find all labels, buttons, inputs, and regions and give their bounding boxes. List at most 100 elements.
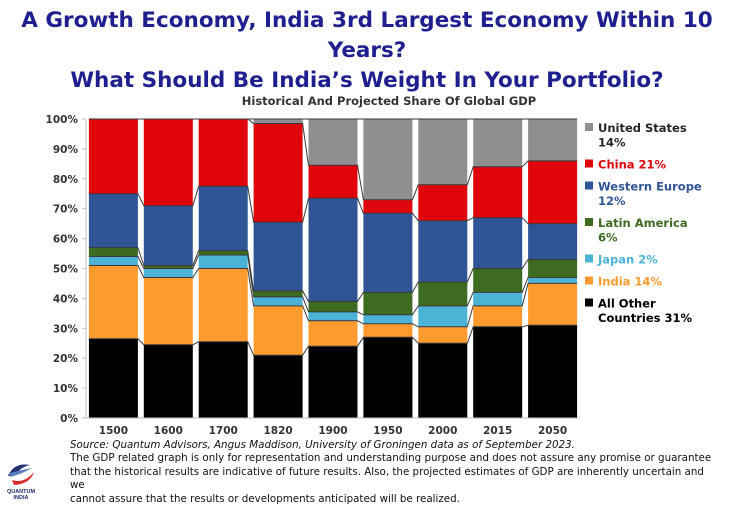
x-tick-label: 2000: [428, 425, 457, 437]
bar-segment-india-1500: [88, 265, 138, 339]
legend-label-weurope: Western Europe: [598, 180, 702, 194]
bar-segment-china-2050: [528, 160, 578, 224]
bar-segment-china-1600: [143, 119, 193, 206]
bar-segment-latam-1820: [253, 290, 303, 297]
quantum-logo: QUANTUM INDIA: [4, 458, 38, 506]
stack-connector-4: [88, 247, 578, 302]
stack-connector-3: [88, 254, 578, 316]
legend-label-china: China 21%: [598, 158, 667, 172]
legend-label-japan: Japan 2%: [597, 253, 658, 267]
y-tick-label: 60%: [53, 234, 79, 246]
bar-segment-weurope-1820: [253, 222, 303, 291]
y-tick-label: 0%: [60, 413, 78, 425]
bar-segment-other-1950: [363, 337, 413, 418]
bar-segment-weurope-2000: [418, 220, 468, 282]
bar-segment-china-1950: [363, 199, 413, 214]
disclaimer-line-3: cannot assure that the results or develo…: [70, 492, 460, 505]
bar-segment-weurope-2050: [528, 223, 578, 260]
bar-segment-other-1700: [198, 341, 248, 418]
bar-segment-japan-1900: [308, 311, 358, 321]
bar-segment-us-1950: [363, 119, 413, 200]
x-tick-label: 1950: [373, 425, 402, 437]
gdp-share-chart: Historical And Projected Share Of Global…: [46, 94, 702, 437]
chart-notes: Source: Quantum Advisors, Angus Maddison…: [70, 439, 720, 506]
bar-segment-us-2050: [528, 119, 578, 161]
legend-label-us: United States: [598, 121, 687, 135]
y-tick-label: 20%: [53, 353, 79, 365]
legend-label-us: 14%: [598, 136, 626, 150]
bar-segment-weurope-1600: [143, 205, 193, 266]
bar-segment-china-1820: [253, 123, 303, 223]
bar-segment-china-1700: [198, 119, 248, 187]
y-tick-label: 90%: [53, 144, 79, 156]
bar-segment-china-2015: [473, 166, 523, 218]
bar-segment-latam-1950: [363, 292, 413, 315]
y-tick-label: 10%: [53, 383, 79, 395]
bar-segment-japan-2000: [418, 305, 468, 327]
bar-segment-weurope-1900: [308, 198, 358, 302]
bar-segment-india-1600: [143, 277, 193, 345]
bar-segment-latam-2015: [473, 268, 523, 293]
bar-segment-other-2050: [528, 325, 578, 418]
bar-segment-latam-2000: [418, 282, 468, 306]
chart-title: Historical And Projected Share Of Global…: [242, 94, 536, 108]
bar-segment-japan-1700: [198, 255, 248, 269]
bar-segment-india-2000: [418, 326, 468, 344]
y-tick-label: 50%: [53, 264, 79, 276]
x-tick-label: 1700: [209, 425, 238, 437]
headline-line-1: A Growth Economy, India 3rd Largest Econ…: [21, 8, 713, 63]
bar-segment-latam-1700: [198, 250, 248, 256]
bar-segment-japan-1600: [143, 268, 193, 278]
legend-swatch-japan: [585, 254, 593, 263]
legend-swatch-latam: [585, 218, 593, 226]
legend-label-latam: 6%: [598, 231, 618, 245]
bar-segment-us-2015: [473, 119, 523, 167]
legend-swatch-other: [585, 298, 593, 307]
legend-swatch-india: [585, 276, 593, 285]
legend-label-other: Countries 31%: [598, 311, 692, 325]
bar-segment-other-1900: [308, 346, 358, 418]
x-tick-label: 1600: [154, 425, 183, 437]
bar-segment-latam-1500: [88, 247, 138, 257]
bar-segment-india-1900: [308, 320, 358, 347]
bar-segment-japan-1950: [363, 314, 413, 324]
y-tick-label: 30%: [53, 323, 79, 335]
bar-segment-india-1700: [198, 268, 248, 342]
bar-segment-us-1820: [253, 119, 303, 124]
y-tick-label: 70%: [53, 204, 79, 216]
bar-segment-japan-1820: [253, 296, 303, 306]
legend-label-india: India 14%: [598, 275, 662, 289]
bar-segment-india-1950: [363, 323, 413, 338]
legend-label-other: All Other: [598, 297, 656, 311]
x-tick-label: 1500: [99, 425, 128, 437]
bar-segment-other-2000: [418, 343, 468, 419]
legend-label-latam: Latin America: [598, 216, 688, 230]
source-note: Source: Quantum Advisors, Angus Maddison…: [70, 439, 575, 451]
x-tick-label: 2050: [538, 425, 567, 437]
legend-label-weurope: 12%: [598, 194, 626, 208]
bar-segment-weurope-1500: [88, 193, 138, 248]
bar-segment-other-1500: [88, 338, 138, 418]
legend-swatch-weurope: [585, 181, 593, 190]
bar-segment-latam-1900: [308, 301, 358, 312]
x-tick-label: 1900: [318, 425, 347, 437]
bar-segment-japan-2015: [473, 292, 523, 306]
bar-segment-china-2000: [418, 184, 468, 221]
headline: A Growth Economy, India 3rd Largest Econ…: [0, 6, 734, 96]
legend-swatch-china: [585, 159, 593, 168]
bar-segment-other-1600: [143, 344, 193, 418]
bar-segment-india-2050: [528, 283, 578, 326]
y-tick-label: 40%: [53, 293, 79, 305]
bar-segment-latam-1600: [143, 265, 193, 269]
bar-segment-japan-2050: [528, 277, 578, 284]
stack-connector-1: [88, 324, 578, 356]
bar-segment-weurope-2015: [473, 217, 523, 269]
bar-segment-latam-2050: [528, 259, 578, 278]
disclaimer-line-1: The GDP related graph is only for repres…: [70, 452, 712, 465]
quantum-logo-mark-icon: [8, 464, 34, 485]
disclaimer-line-2: that the historical results are indicati…: [70, 465, 704, 492]
bar-segment-other-2015: [473, 326, 523, 418]
headline-line-2: What Should Be India’s Weight In Your Po…: [70, 68, 664, 93]
stack-connector-2: [88, 265, 578, 328]
bar-segment-india-1820: [253, 305, 303, 356]
